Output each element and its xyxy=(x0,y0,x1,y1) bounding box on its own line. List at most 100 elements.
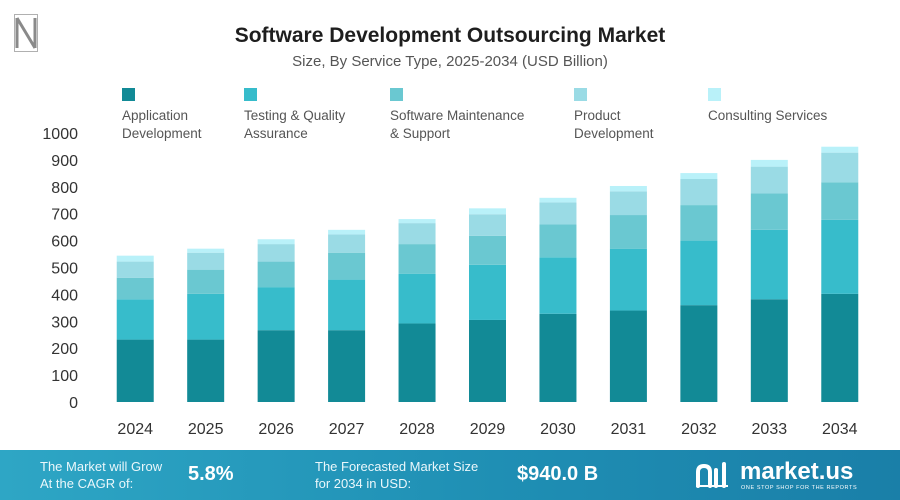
bar-segment-testing-quality-assurance-2032 xyxy=(680,240,718,306)
bar-segment-consulting-services-2029 xyxy=(469,208,506,215)
x-tick-label: 2025 xyxy=(188,421,224,438)
x-tick-label: 2028 xyxy=(399,421,435,438)
legend-swatch xyxy=(708,88,721,101)
y-tick-label: 700 xyxy=(51,207,78,224)
brand-logo: market.us ONE STOP SHOP FOR THE REPORTS xyxy=(694,458,884,494)
legend-label: Consulting Services xyxy=(708,108,828,123)
x-tick-label: 2031 xyxy=(611,421,647,438)
bar-segment-software-maintenance-support-2031 xyxy=(609,215,647,249)
bar-segment-product-development-2032 xyxy=(680,178,718,206)
bar-segment-application-development-2029 xyxy=(469,319,506,402)
bar-segment-product-development-2027 xyxy=(328,234,366,253)
bar-segment-application-development-2031 xyxy=(609,310,647,402)
bar-segment-product-development-2034 xyxy=(821,152,859,183)
bar-segment-consulting-services-2025 xyxy=(187,248,225,253)
x-tick-label: 2030 xyxy=(540,421,576,438)
y-tick-label: 600 xyxy=(51,234,78,251)
x-tick-label: 2029 xyxy=(470,421,506,438)
bar-segment-testing-quality-assurance-2029 xyxy=(469,264,506,320)
forecast-value: $940.0 B xyxy=(517,463,599,485)
bar-segment-product-development-2024 xyxy=(116,261,154,278)
x-tick-label: 2027 xyxy=(329,421,365,438)
legend-swatch xyxy=(390,88,403,101)
bar-segment-product-development-2025 xyxy=(187,252,225,270)
brand-tagline: ONE STOP SHOP FOR THE REPORTS xyxy=(741,485,858,491)
legend-label: Application Development xyxy=(122,108,202,141)
chart-title: Software Development Outsourcing Market xyxy=(234,24,666,47)
chart-subtitle: Size, By Service Type, 2025-2034 (USD Bi… xyxy=(292,53,608,70)
brand-bars-icon xyxy=(696,462,728,488)
bar-segment-application-development-2026 xyxy=(257,330,295,402)
bar-segment-consulting-services-2024 xyxy=(116,255,154,262)
bar-segment-testing-quality-assurance-2026 xyxy=(257,287,295,331)
bar-segment-application-development-2033 xyxy=(750,299,788,402)
cagr-value: 5.8% xyxy=(188,463,234,485)
bar-segment-consulting-services-2026 xyxy=(257,239,295,245)
y-tick-label: 100 xyxy=(51,368,78,385)
bar-segment-product-development-2026 xyxy=(257,244,295,262)
bar-segment-software-maintenance-support-2034 xyxy=(821,182,859,220)
cagr-label: The Market will Grow At the CAGR of: xyxy=(40,459,163,491)
bar-segment-software-maintenance-support-2024 xyxy=(116,277,154,300)
y-tick-label: 800 xyxy=(51,180,78,197)
brand-name: market.us xyxy=(740,458,854,485)
x-tick-label: 2032 xyxy=(681,421,717,438)
bar-segment-application-development-2030 xyxy=(539,313,577,402)
bar-segment-software-maintenance-support-2033 xyxy=(750,193,788,230)
bar-segment-product-development-2028 xyxy=(398,223,436,245)
y-tick-label: 1000 xyxy=(42,126,78,143)
x-tick-label: 2033 xyxy=(752,421,788,438)
legend-swatch xyxy=(122,88,135,101)
legend-label: Software Maintenance & Support xyxy=(390,108,525,141)
x-tick-label: 2026 xyxy=(258,421,294,438)
bar-segment-software-maintenance-support-2027 xyxy=(328,252,366,280)
bar-segment-software-maintenance-support-2025 xyxy=(187,269,225,294)
y-tick-label: 500 xyxy=(51,261,78,278)
bar-segment-product-development-2029 xyxy=(469,214,506,236)
bar-segment-application-development-2027 xyxy=(328,330,366,402)
y-tick-label: 400 xyxy=(51,287,78,304)
bar-segment-application-development-2025 xyxy=(187,339,225,402)
bar-segment-application-development-2032 xyxy=(680,305,718,402)
legend-label: Testing & Quality Assurance xyxy=(244,108,346,141)
bar-segment-consulting-services-2034 xyxy=(821,146,859,153)
bar-segment-consulting-services-2032 xyxy=(680,173,718,179)
bar-segment-testing-quality-assurance-2034 xyxy=(821,219,859,294)
x-tick-label: 2024 xyxy=(117,421,153,438)
logo-mark-icon xyxy=(14,14,38,52)
bar-segment-testing-quality-assurance-2025 xyxy=(187,293,225,340)
bar-segment-consulting-services-2033 xyxy=(750,159,788,167)
bar-segment-software-maintenance-support-2028 xyxy=(398,244,436,274)
bar-segment-product-development-2031 xyxy=(609,191,647,216)
bar-segment-testing-quality-assurance-2033 xyxy=(750,229,788,300)
bar-segment-consulting-services-2030 xyxy=(539,197,577,203)
y-tick-label: 900 xyxy=(51,153,78,170)
legend-swatch xyxy=(574,88,587,101)
bar-segment-software-maintenance-support-2029 xyxy=(469,235,506,265)
forecast-label: The Forecasted Market Size for 2034 in U… xyxy=(315,459,479,491)
bar-segment-application-development-2028 xyxy=(398,323,436,402)
bar-segment-software-maintenance-support-2030 xyxy=(539,224,577,258)
bar-segment-consulting-services-2027 xyxy=(328,229,366,235)
bar-segment-testing-quality-assurance-2028 xyxy=(398,273,436,324)
bar-segment-testing-quality-assurance-2030 xyxy=(539,257,577,314)
bar-segment-product-development-2030 xyxy=(539,202,577,225)
footer-banner: The Market will Grow At the CAGR of: 5.8… xyxy=(0,450,900,500)
bar-segment-application-development-2024 xyxy=(116,339,154,402)
y-tick-label: 0 xyxy=(69,395,78,412)
x-tick-label: 2034 xyxy=(822,421,858,438)
bar-segment-software-maintenance-support-2032 xyxy=(680,205,718,241)
y-tick-label: 300 xyxy=(51,314,78,331)
bar-segment-consulting-services-2031 xyxy=(609,185,647,192)
bar-segment-software-maintenance-support-2026 xyxy=(257,261,295,288)
stacked-bar-chart: 0 100 200 300 400 500 600 700 800 900 1000 2024 2025… xyxy=(42,126,859,438)
legend-label: Product Development xyxy=(574,108,654,141)
bar-segment-testing-quality-assurance-2027 xyxy=(328,279,366,331)
y-tick-label: 200 xyxy=(51,341,78,358)
bar-segment-testing-quality-assurance-2024 xyxy=(116,299,154,340)
legend-swatch xyxy=(244,88,257,101)
bar-segment-testing-quality-assurance-2031 xyxy=(609,248,647,311)
bar-segment-application-development-2034 xyxy=(821,293,859,402)
bar-segment-product-development-2033 xyxy=(750,166,788,194)
bar-segment-consulting-services-2028 xyxy=(398,219,436,224)
